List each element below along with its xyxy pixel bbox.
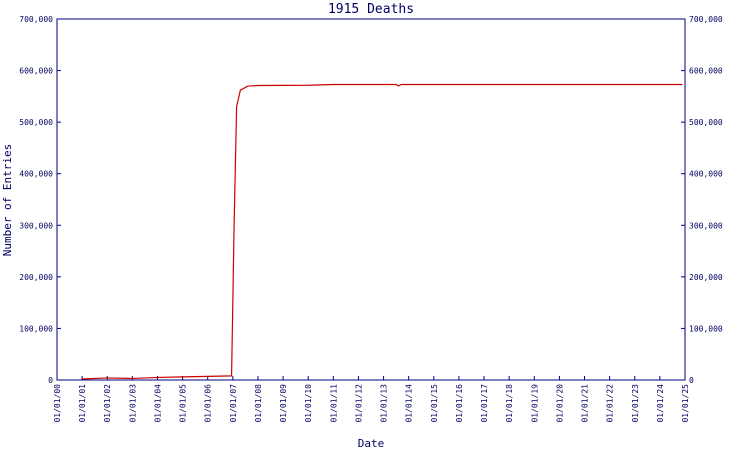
y2-tick-label: 100,000: [689, 324, 723, 333]
x-tick-label: 01/01/18: [505, 384, 514, 423]
x-tick-label: 01/01/16: [455, 384, 464, 423]
y-tick-label: 300,000: [19, 221, 53, 230]
x-tick-label: 01/01/17: [480, 384, 489, 423]
data-line: [82, 83, 683, 380]
y-tick-label: 200,000: [19, 273, 53, 282]
y-tick-label: 500,000: [19, 118, 53, 127]
x-tick-label: 01/01/23: [631, 384, 640, 423]
x-tick-label: 01/01/01: [78, 384, 87, 423]
y2-tick-label: 400,000: [689, 170, 723, 179]
y-axis-label: Number of Entries: [1, 144, 14, 257]
x-tick-label: 01/01/00: [53, 384, 62, 423]
x-axis-label: Date: [358, 437, 385, 450]
x-tick-label: 01/01/22: [606, 384, 615, 423]
x-tick-label: 01/01/09: [279, 384, 288, 423]
y2-tick-label: 500,000: [689, 118, 723, 127]
x-tick-label: 01/01/11: [329, 384, 338, 423]
y-tick-label: 700,000: [19, 15, 53, 24]
x-tick-label: 01/01/12: [354, 384, 363, 423]
x-tick-label: 01/01/02: [103, 384, 112, 423]
chart-title: 1915 Deaths: [328, 2, 414, 17]
x-tick-label: 01/01/07: [229, 384, 238, 423]
y2-tick-label: 200,000: [689, 273, 723, 282]
plot-frame: [56, 18, 686, 381]
x-tick-label: 01/01/19: [530, 384, 539, 423]
x-tick-label: 01/01/24: [656, 384, 665, 423]
x-tick-label: 01/01/05: [179, 384, 188, 423]
x-tick-label: 01/01/21: [581, 384, 590, 423]
y2-tick-label: 0: [689, 376, 694, 385]
x-tick-label: 01/01/06: [204, 384, 213, 423]
x-tick-label: 01/01/20: [555, 384, 564, 423]
y2-tick-label: 300,000: [689, 221, 723, 230]
y-tick-label: 100,000: [19, 324, 53, 333]
y2-tick-label: 600,000: [689, 67, 723, 76]
x-tick-label: 01/01/14: [405, 384, 414, 423]
x-tick-label: 01/01/15: [430, 384, 439, 423]
y2-tick-label: 700,000: [689, 15, 723, 24]
x-tick-label: 01/01/04: [153, 384, 162, 423]
y-tick-label: 400,000: [19, 170, 53, 179]
y-tick-label: 600,000: [19, 67, 53, 76]
x-tick-label: 01/01/25: [681, 384, 690, 423]
x-tick-label: 01/01/13: [380, 384, 389, 423]
y-tick-label: 0: [48, 376, 53, 385]
x-tick-label: 01/01/10: [304, 384, 313, 423]
x-tick-label: 01/01/03: [128, 384, 137, 423]
x-tick-label: 01/01/08: [254, 384, 263, 423]
